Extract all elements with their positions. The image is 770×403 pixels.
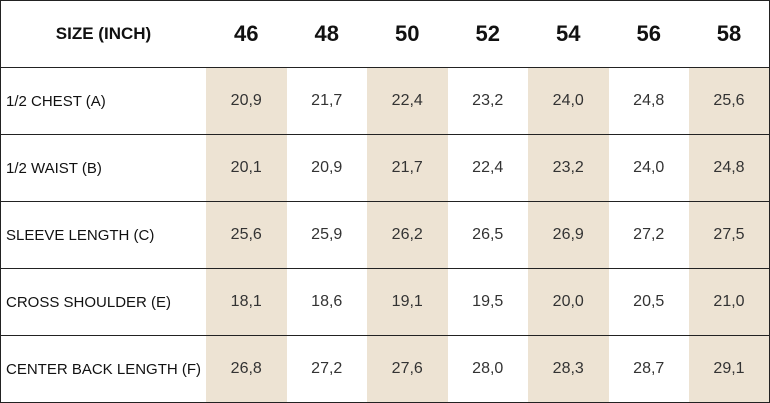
table-row: SLEEVE LENGTH (C) 25,6 25,9 26,2 26,5 26,9 27,… bbox=[0, 201, 770, 269]
size-header: 58 bbox=[689, 0, 770, 68]
measurement-cell: 22,4 bbox=[367, 67, 448, 135]
table-row: 1/2 WAIST (B) 20,1 20,9 21,7 22,4 23,2 24,0 24,… bbox=[0, 134, 770, 202]
measurement-cell: 25,6 bbox=[689, 67, 770, 135]
header-title: SIZE (INCH) bbox=[0, 0, 206, 68]
size-header: 46 bbox=[206, 0, 287, 68]
measurement-cell: 23,2 bbox=[447, 67, 528, 135]
row-label: 1/2 CHEST (A) bbox=[0, 67, 206, 135]
measurement-cell: 27,5 bbox=[689, 201, 770, 269]
measurement-cell: 29,1 bbox=[689, 335, 770, 403]
size-header: 54 bbox=[528, 0, 609, 68]
measurement-cell: 27,2 bbox=[286, 335, 367, 403]
measurement-cell: 26,8 bbox=[206, 335, 287, 403]
measurement-cell: 23,2 bbox=[528, 134, 609, 202]
table-header: SIZE (INCH) 46 48 50 52 54 56 58 bbox=[0, 0, 770, 68]
measurement-cell: 20,5 bbox=[608, 268, 689, 336]
table-row: CROSS SHOULDER (E) 18,1 18,6 19,1 19,5 20,0 20… bbox=[0, 268, 770, 336]
row-label: CENTER BACK LENGTH (F) bbox=[0, 335, 206, 403]
measurement-cell: 28,0 bbox=[447, 335, 528, 403]
measurement-cell: 24,0 bbox=[528, 67, 609, 135]
header-row: SIZE (INCH) 46 48 50 52 54 56 58 bbox=[0, 0, 770, 68]
measurement-cell: 20,1 bbox=[206, 134, 287, 202]
measurement-cell: 26,2 bbox=[367, 201, 448, 269]
size-header: 50 bbox=[367, 0, 448, 68]
table-body: 1/2 CHEST (A) 20,9 21,7 22,4 23,2 24,0 24,8 25,… bbox=[0, 67, 770, 403]
measurement-cell: 21,7 bbox=[367, 134, 448, 202]
row-label: 1/2 WAIST (B) bbox=[0, 134, 206, 202]
measurement-cell: 19,1 bbox=[367, 268, 448, 336]
size-header: 48 bbox=[286, 0, 367, 68]
measurement-cell: 21,7 bbox=[286, 67, 367, 135]
measurement-cell: 20,9 bbox=[286, 134, 367, 202]
measurement-cell: 20,9 bbox=[206, 67, 287, 135]
table-row: CENTER BACK LENGTH (F) 26,8 27,2 27,6 28,0 28… bbox=[0, 335, 770, 403]
size-header: 52 bbox=[447, 0, 528, 68]
measurement-cell: 28,3 bbox=[528, 335, 609, 403]
measurement-cell: 24,8 bbox=[608, 67, 689, 135]
measurement-cell: 27,2 bbox=[608, 201, 689, 269]
row-label: SLEEVE LENGTH (C) bbox=[0, 201, 206, 269]
table-row: 1/2 CHEST (A) 20,9 21,7 22,4 23,2 24,0 24,8 25,… bbox=[0, 67, 770, 135]
measurement-cell: 25,9 bbox=[286, 201, 367, 269]
measurement-cell: 25,6 bbox=[206, 201, 287, 269]
measurement-cell: 20,0 bbox=[528, 268, 609, 336]
measurement-cell: 21,0 bbox=[689, 268, 770, 336]
measurement-cell: 28,7 bbox=[608, 335, 689, 403]
measurement-cell: 26,5 bbox=[447, 201, 528, 269]
size-header: 56 bbox=[608, 0, 689, 68]
measurement-cell: 26,9 bbox=[528, 201, 609, 269]
measurement-cell: 18,1 bbox=[206, 268, 287, 336]
measurement-cell: 24,8 bbox=[689, 134, 770, 202]
measurement-cell: 18,6 bbox=[286, 268, 367, 336]
measurement-cell: 27,6 bbox=[367, 335, 448, 403]
measurement-cell: 19,5 bbox=[447, 268, 528, 336]
measurement-cell: 24,0 bbox=[608, 134, 689, 202]
row-label: CROSS SHOULDER (E) bbox=[0, 268, 206, 336]
measurement-cell: 22,4 bbox=[447, 134, 528, 202]
